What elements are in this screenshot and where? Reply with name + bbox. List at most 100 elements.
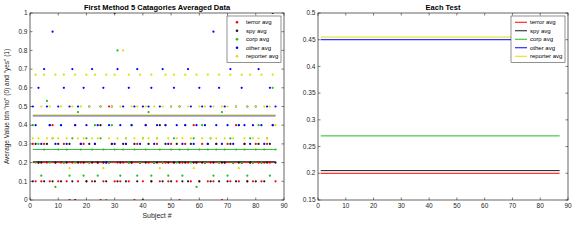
- point: [111, 143, 113, 145]
- point: [136, 143, 138, 145]
- legend-box: [511, 16, 565, 63]
- point: [68, 105, 70, 107]
- point: [170, 105, 172, 107]
- point: [150, 180, 152, 182]
- point: [215, 137, 217, 139]
- point: [43, 68, 45, 70]
- point: [37, 162, 39, 164]
- point: [139, 162, 141, 164]
- x-tick-label: 40: [139, 202, 147, 209]
- y-tick-label: 0.4: [18, 121, 27, 128]
- point: [139, 74, 141, 76]
- point: [94, 74, 96, 76]
- point: [128, 87, 130, 89]
- x-tick-label: 90: [564, 202, 572, 209]
- point: [153, 162, 155, 164]
- point: [142, 137, 144, 139]
- point: [272, 124, 274, 126]
- point: [204, 162, 206, 164]
- point: [252, 137, 254, 139]
- x-tick: [114, 198, 115, 201]
- point: [68, 143, 70, 145]
- point: [204, 105, 206, 107]
- point: [66, 162, 68, 164]
- point: [190, 137, 192, 139]
- x-tick: [318, 13, 319, 16]
- point: [54, 143, 56, 145]
- point: [54, 162, 56, 164]
- point: [184, 143, 186, 145]
- x-tick: [401, 198, 402, 201]
- point: [136, 105, 138, 107]
- series-line: [321, 135, 560, 136]
- y-tick: [566, 13, 569, 14]
- point: [57, 137, 59, 139]
- point: [258, 143, 260, 145]
- point: [71, 68, 73, 70]
- point: [162, 162, 164, 164]
- point: [173, 74, 175, 76]
- y-tick-label: 0.3: [306, 116, 315, 123]
- point: [246, 105, 248, 107]
- y-tick: [282, 181, 285, 182]
- point: [133, 148, 135, 150]
- point: [224, 162, 226, 164]
- x-tick: [199, 198, 200, 201]
- point: [269, 175, 271, 177]
- mean-line: [33, 149, 276, 150]
- y-tick-label: 0.2: [18, 159, 27, 166]
- point: [258, 124, 260, 126]
- point: [243, 124, 245, 126]
- point: [49, 162, 51, 164]
- legend-swatch: [236, 55, 239, 58]
- point: [85, 180, 87, 182]
- point: [85, 180, 87, 182]
- point: [178, 162, 180, 164]
- point: [201, 137, 203, 139]
- point: [229, 180, 231, 182]
- point: [108, 162, 110, 164]
- x-tick-label: 0: [28, 202, 32, 209]
- legend-swatch: [236, 29, 239, 32]
- mean-line: [33, 115, 276, 116]
- x-tick: [512, 13, 513, 16]
- point: [246, 105, 248, 107]
- point: [91, 180, 93, 182]
- point: [215, 143, 217, 145]
- point: [193, 167, 195, 169]
- point: [176, 137, 178, 139]
- point: [238, 180, 240, 182]
- point: [133, 137, 135, 139]
- point: [111, 105, 113, 107]
- point: [243, 143, 245, 145]
- point: [43, 180, 45, 182]
- point: [46, 143, 48, 145]
- point: [170, 180, 172, 182]
- point: [139, 162, 141, 164]
- x-tick: [227, 198, 228, 201]
- point: [159, 180, 161, 182]
- point: [94, 124, 96, 126]
- point: [243, 148, 245, 150]
- point: [252, 162, 254, 164]
- point: [94, 143, 96, 145]
- point: [105, 180, 107, 182]
- y-tick-label: 0.1: [18, 178, 27, 185]
- point: [74, 124, 76, 126]
- x-tick: [255, 198, 256, 201]
- point: [221, 111, 223, 113]
- x-tick: [540, 198, 541, 201]
- x-tick: [284, 13, 285, 16]
- point: [125, 143, 127, 145]
- x-tick-label: 20: [83, 202, 91, 209]
- point: [238, 167, 240, 169]
- x-tick: [512, 198, 513, 201]
- point: [272, 74, 274, 76]
- point: [249, 143, 251, 145]
- y-tick-label: 0.15: [303, 196, 316, 203]
- point: [108, 124, 110, 126]
- point: [131, 162, 133, 164]
- point: [74, 74, 76, 76]
- point: [260, 162, 262, 164]
- point: [195, 186, 197, 188]
